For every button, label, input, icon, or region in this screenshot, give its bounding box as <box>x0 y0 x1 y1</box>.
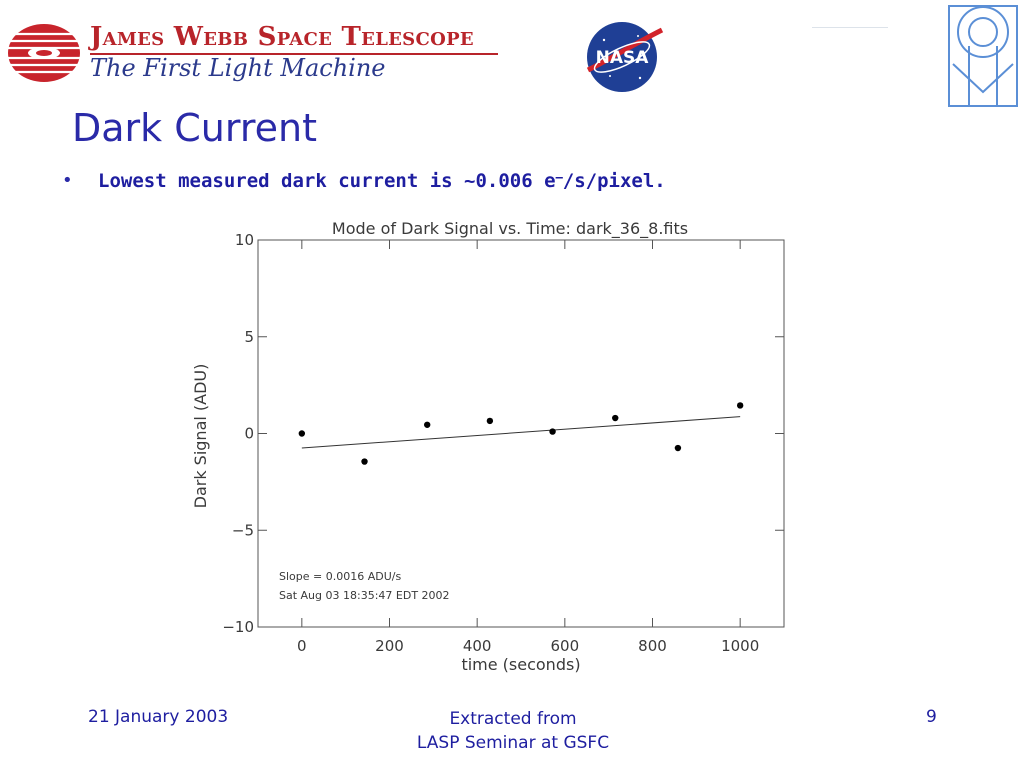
data-point <box>674 444 682 452</box>
data-point <box>423 421 431 428</box>
y-tick-label: 5 <box>244 328 254 346</box>
brand-title: James Webb Space Telescope <box>90 22 474 52</box>
header-divider <box>812 27 888 28</box>
x-tick-label: 800 <box>638 637 667 655</box>
brand-divider <box>90 53 498 55</box>
x-tick-label: 0 <box>297 637 307 655</box>
data-point <box>549 428 556 435</box>
plot-frame <box>257 239 785 628</box>
bullet-marker: • <box>62 170 73 191</box>
data-point <box>361 458 368 465</box>
x-tick-label: 200 <box>375 637 404 655</box>
footer-source-line2: LASP Seminar at GSFC <box>416 733 610 753</box>
x-tick-label: 1000 <box>721 637 759 655</box>
y-tick-label: 10 <box>235 231 254 249</box>
data-point <box>736 402 744 409</box>
footer-source: Extracted from LASP Seminar at GSFC <box>380 707 646 755</box>
x-axis-title: time (seconds) <box>461 655 580 674</box>
dark-signal-chart: Mode of Dark Signal vs. Time: dark_36_8.… <box>191 219 785 674</box>
chart-title: Mode of Dark Signal vs. Time: dark_36_8.… <box>332 219 688 239</box>
y-axis-title: Dark Signal (ADU) <box>191 364 210 509</box>
x-axis-ticks: 0 200 400 600 800 1000 <box>297 240 759 655</box>
bullet-text: Lowest measured dark current is ~0.006 e… <box>98 170 666 192</box>
y-tick-label: −10 <box>222 618 254 636</box>
bullet-text-suffix: /s/pixel. <box>562 170 666 192</box>
y-axis-ticks: 10 5 0 −5 −10 <box>222 231 784 636</box>
fit-line <box>301 416 741 449</box>
stsci-logo <box>948 5 1018 107</box>
bullet-superscript: – <box>555 170 563 184</box>
slide-title: Dark Current <box>72 106 317 150</box>
x-tick-label: 600 <box>551 637 580 655</box>
data-point <box>486 417 494 425</box>
bullet-text-main: Lowest measured dark current is ~0.006 e <box>98 170 556 192</box>
slope-annotation: Slope = 0.0016 ADU/s <box>279 570 401 583</box>
data-points <box>298 402 744 465</box>
y-tick-label: 0 <box>244 425 254 443</box>
brand-subtitle: The First Light Machine <box>90 54 386 82</box>
jwst-logo <box>7 24 81 82</box>
y-tick-label: −5 <box>232 521 254 539</box>
footer-date: 21 January 2003 <box>88 707 229 727</box>
timestamp-annotation: Sat Aug 03 18:35:47 EDT 2002 <box>279 589 450 602</box>
footer-source-line1: Extracted from <box>449 709 577 729</box>
svg-text:NASA: NASA <box>596 48 650 68</box>
page-number: 9 <box>926 707 937 727</box>
data-point <box>612 414 619 422</box>
x-tick-label: 400 <box>463 637 492 655</box>
data-point <box>298 430 306 437</box>
nasa-logo: NASA <box>586 22 664 92</box>
fit-line-layer <box>301 416 741 449</box>
